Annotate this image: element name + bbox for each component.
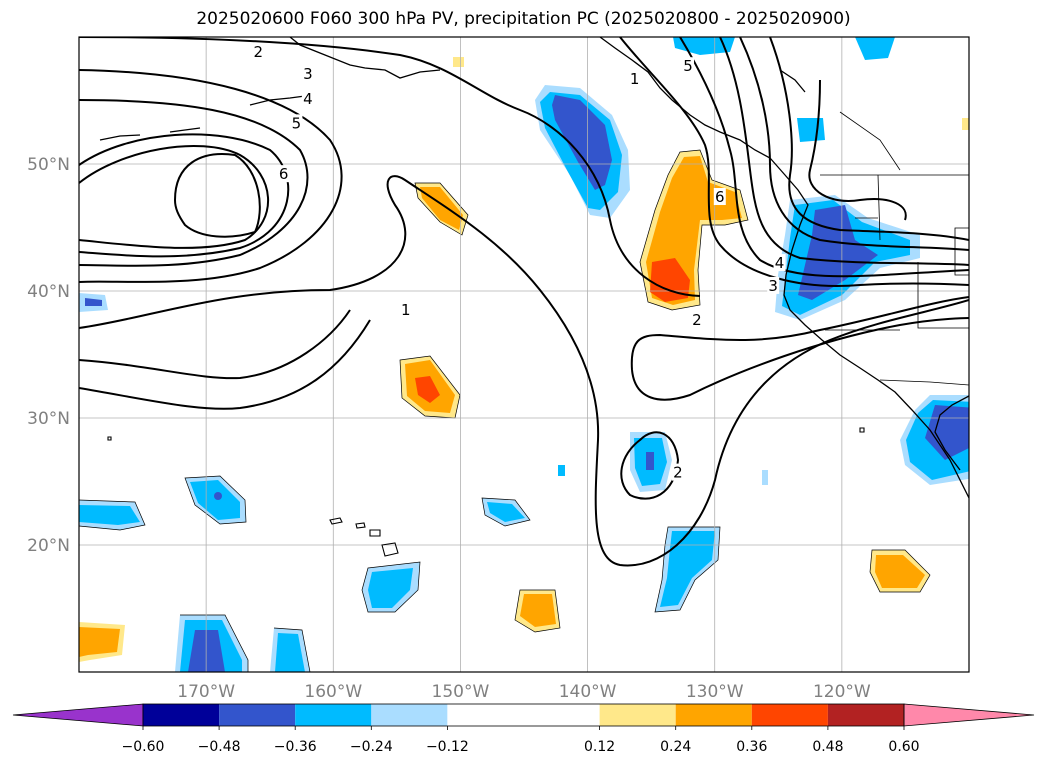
colorbar-tick-label: 0.60 (888, 739, 919, 755)
latitude-tick-labels: 50°N 40°N 30°N 20°N (27, 155, 70, 556)
gridlines (79, 37, 969, 672)
contour-label-bg (301, 64, 314, 82)
contour-label: 3 (768, 277, 778, 295)
contour-label: 2 (692, 311, 702, 329)
map-frame (78, 36, 970, 673)
colorbar-tick-label: 0.36 (736, 739, 767, 755)
contour-label: 6 (279, 165, 289, 183)
colorbar-segment (751, 704, 828, 726)
contour-label: 5 (292, 114, 302, 132)
colorbar-segment (447, 704, 600, 726)
lon-tick-label: 130°W (686, 682, 744, 702)
lat-tick-label: 40°N (27, 282, 70, 302)
contour-label-bg (301, 90, 314, 108)
colorbar: −0.60 −0.48 −0.36 −0.24 −0.12 0.12 0.24 0.36 0.4… (12, 703, 1035, 755)
longitude-tick-labels: 170°W 160°W 150°W 140°W 130°W 120°W (177, 682, 871, 702)
contour-label: 3 (303, 65, 313, 83)
contour-label: 1 (401, 301, 411, 319)
colorbar-segment (675, 704, 752, 726)
colorbar-tick-label: 0.24 (660, 739, 691, 755)
colorbar-tick-label: 0.12 (584, 739, 615, 755)
contour-label-bg (767, 276, 780, 294)
precip-outlines (79, 149, 931, 672)
colorbar-segment (371, 704, 448, 726)
colorbar-frame (142, 703, 905, 727)
coastlines (99, 37, 969, 499)
colorbar-tick-label: −0.24 (350, 739, 393, 755)
contour-label-bg (682, 57, 695, 75)
lon-tick-label: 150°W (432, 682, 490, 702)
colorbar-segment (219, 704, 296, 726)
colorbar-tick-label: −0.60 (122, 739, 165, 755)
map-title: 2025020600 F060 300 hPa PV, precipitatio… (196, 9, 851, 29)
precip-negative-fills (79, 37, 969, 672)
colorbar-tick-label: −0.48 (198, 739, 241, 755)
colorbar-tick-label: −0.12 (426, 739, 469, 755)
colorbar-segment (827, 704, 904, 726)
contour-label: 1 (630, 70, 640, 88)
contour-label: 5 (683, 57, 693, 75)
lat-tick-label: 30°N (27, 409, 70, 429)
lon-tick-label: 140°W (559, 682, 617, 702)
lon-tick-label: 120°W (813, 682, 871, 702)
contour-label-bg (628, 69, 641, 87)
contour-label-bg (290, 114, 303, 132)
contour-label: 2 (253, 43, 263, 61)
contour-label: 2 (673, 464, 683, 482)
contour-label-bg (252, 43, 265, 61)
contour-label-bg (713, 188, 726, 206)
colorbar-tick-label: −0.36 (274, 739, 317, 755)
precip-positive-fills (79, 57, 969, 662)
pv-contours (79, 37, 969, 567)
colorbar-segment (599, 704, 676, 726)
lon-tick-label: 170°W (177, 682, 235, 702)
lat-tick-label: 20°N (27, 536, 70, 556)
colorbar-segment (295, 704, 372, 726)
lat-tick-label: 50°N (27, 155, 70, 175)
islands (107, 427, 865, 557)
contour-label: 4 (303, 90, 313, 108)
colorbar-extend-min (12, 703, 144, 727)
contour-label: 6 (715, 188, 725, 206)
contour-label: 4 (775, 254, 785, 272)
contour-label-bg (671, 463, 684, 481)
lon-tick-label: 160°W (304, 682, 362, 702)
colorbar-tick-label: 0.48 (812, 739, 843, 755)
colorbar-segment (143, 704, 220, 726)
contour-label-bg (690, 311, 703, 329)
colorbar-extend-max (903, 703, 1035, 727)
contour-label-bg (399, 301, 412, 319)
contour-label-bg (277, 165, 290, 183)
contour-label-bg (773, 254, 786, 272)
